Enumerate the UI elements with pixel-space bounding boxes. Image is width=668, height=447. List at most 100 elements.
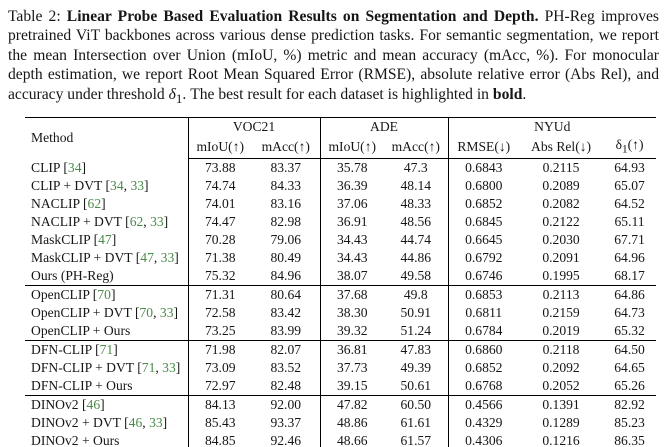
value-cell: 92.00 bbox=[252, 395, 321, 415]
value-cell: 37.68 bbox=[319, 285, 385, 305]
citation-link[interactable]: 33 bbox=[159, 305, 174, 321]
value-cell: 82.07 bbox=[252, 340, 321, 360]
method-cell: DFN-CLIP + DVT [71, 33] bbox=[31, 360, 181, 376]
method-cell: MaskCLIP [47] bbox=[31, 232, 117, 248]
value-cell: 0.6768 bbox=[447, 377, 520, 396]
citation-link[interactable]: 70 bbox=[97, 287, 111, 303]
value-cell: 0.2118 bbox=[519, 340, 604, 360]
value-cell: 84.96 bbox=[270, 268, 302, 284]
value-cell: 48.86 bbox=[319, 414, 385, 433]
value-cell: 49.58 bbox=[400, 268, 432, 284]
value-cell: 83.16 bbox=[270, 196, 302, 212]
value-cell: 37.06 bbox=[319, 195, 385, 214]
value-cell: 0.2089 bbox=[542, 178, 580, 194]
method-cell: DINOv2 + DVT [46, 33] bbox=[31, 415, 168, 431]
value-cell: 64.50 bbox=[603, 340, 657, 360]
value-cell: 0.2113 bbox=[519, 285, 604, 305]
table-row: OpenCLIP + DVT [70, 33] 72.58 83.42 38.30 50… bbox=[25, 304, 656, 323]
citation-link[interactable]: 70 bbox=[139, 305, 154, 321]
value-cell: 49.8 bbox=[384, 285, 449, 305]
value-cell: 68.17 bbox=[614, 268, 645, 284]
citation-link[interactable]: 47 bbox=[98, 232, 112, 248]
citation-link[interactable]: 34 bbox=[67, 159, 82, 175]
table-row: DFN-CLIP + DVT [71, 33] 73.09 83.52 37.73 49… bbox=[25, 359, 656, 378]
citation-link[interactable]: 33 bbox=[160, 250, 175, 266]
value-cell: 80.64 bbox=[252, 285, 321, 305]
value-cell: 0.6853 bbox=[447, 285, 520, 305]
value-cell: 0.6784 bbox=[447, 322, 520, 341]
value-cell: 0.4306 bbox=[447, 432, 520, 447]
value-cell: 60.50 bbox=[384, 395, 449, 415]
method-cell: OpenCLIP [70] bbox=[25, 285, 188, 305]
value-cell: 0.1216 bbox=[542, 433, 580, 447]
value-cell: 0.2159 bbox=[542, 305, 580, 321]
value-cell: 0.2052 bbox=[542, 378, 580, 394]
metric-column-header: mIoU(↑) bbox=[187, 136, 252, 160]
value-cell: 84.33 bbox=[270, 178, 302, 194]
value-cell: 0.6860 bbox=[447, 340, 520, 360]
caption-body-a: PH-Reg improves pretrained ViT backbones… bbox=[8, 8, 659, 103]
method-cell: MaskCLIP + DVT [47, 33] bbox=[31, 250, 179, 266]
value-cell: 38.07 bbox=[319, 267, 385, 286]
value-cell: 61.57 bbox=[400, 433, 432, 447]
value-cell: 93.37 bbox=[270, 415, 302, 431]
table-row: DINOv2 + DVT [46, 33] 85.43 93.37 48.86 61.6… bbox=[25, 414, 656, 433]
citation-link[interactable]: 33 bbox=[149, 415, 163, 431]
table-row: CLIP + DVT [34, 33] 74.74 84.33 36.39 48.14 0… bbox=[25, 177, 656, 196]
value-cell: 50.91 bbox=[400, 305, 432, 321]
citation-link[interactable]: 33 bbox=[162, 360, 176, 376]
value-cell: 64.73 bbox=[614, 305, 645, 321]
citation-link[interactable]: 34 bbox=[110, 178, 124, 194]
value-cell: 0.6800 bbox=[447, 177, 520, 196]
value-cell: 92.46 bbox=[270, 433, 302, 447]
method-cell: OpenCLIP + Ours bbox=[31, 323, 131, 339]
table-row: DFN-CLIP + Ours 72.97 82.48 39.15 50.61 0.676… bbox=[25, 377, 656, 396]
value-cell: 71.98 bbox=[187, 340, 252, 360]
citation-link[interactable]: 62 bbox=[129, 214, 144, 230]
method-cell: NACLIP + DVT [62, 33] bbox=[31, 214, 169, 230]
method-cell: DFN-CLIP + Ours bbox=[31, 378, 133, 394]
value-cell: 64.65 bbox=[614, 360, 645, 376]
value-cell: 73.09 bbox=[187, 359, 252, 378]
value-cell: 0.6746 bbox=[447, 267, 520, 286]
citation-link[interactable]: 62 bbox=[87, 196, 102, 212]
value-cell: 34.43 bbox=[319, 249, 385, 268]
table-row: OpenCLIP [70] 71.31 80.64 37.68 49.8 0.6853 0.… bbox=[25, 285, 657, 305]
value-cell: 0.2122 bbox=[542, 214, 580, 230]
table-row: MaskCLIP + DVT [47, 33] 71.38 80.49 34.43 44… bbox=[25, 249, 656, 268]
metric-column-header: δ1(↑) bbox=[603, 136, 657, 160]
value-cell: 49.39 bbox=[400, 360, 432, 376]
value-cell: 0.2091 bbox=[542, 250, 580, 266]
caption-bold-word: bold bbox=[492, 85, 523, 103]
method-cell: Ours (PH-Reg) bbox=[31, 268, 114, 284]
results-table: Method VOC21 ADE NYUd mIoU(↑) mAcc(↑) mIoU(↑) m… bbox=[25, 117, 657, 447]
citation-link[interactable]: 33 bbox=[130, 178, 145, 194]
value-cell: 74.01 bbox=[187, 195, 252, 214]
value-cell: 39.15 bbox=[319, 377, 385, 396]
value-cell: 48.14 bbox=[400, 178, 432, 194]
value-cell: 84.85 bbox=[187, 432, 252, 447]
citation-link[interactable]: 71 bbox=[99, 342, 114, 358]
citation-link[interactable]: 47 bbox=[140, 250, 154, 266]
value-cell: 36.39 bbox=[319, 177, 385, 196]
value-cell: 0.4329 bbox=[447, 414, 520, 433]
value-cell: 72.58 bbox=[187, 304, 252, 323]
value-cell: 74.74 bbox=[187, 177, 252, 196]
value-cell: 64.52 bbox=[614, 196, 645, 212]
metric-column-header: mAcc(↑) bbox=[252, 136, 321, 160]
value-cell: 0.6792 bbox=[447, 249, 520, 268]
method-cell: DFN-CLIP [71] bbox=[25, 340, 188, 360]
value-cell: 0.4566 bbox=[447, 395, 520, 415]
citation-link[interactable]: 71 bbox=[141, 360, 156, 376]
citation-link[interactable]: 46 bbox=[86, 397, 101, 413]
value-cell: 47.3 bbox=[403, 160, 428, 176]
caption-title: Linear Probe Based Evaluation Results on… bbox=[66, 8, 539, 25]
metric-column-header: mAcc(↑) bbox=[384, 136, 449, 160]
citation-link[interactable]: 46 bbox=[128, 415, 143, 431]
value-cell: 85.43 bbox=[187, 414, 252, 433]
method-cell: DINOv2 [46] bbox=[25, 395, 188, 415]
value-cell: 74.47 bbox=[187, 213, 252, 232]
value-cell: 47.82 bbox=[319, 395, 385, 415]
value-cell: 0.2030 bbox=[542, 232, 580, 248]
citation-link[interactable]: 33 bbox=[150, 214, 164, 230]
